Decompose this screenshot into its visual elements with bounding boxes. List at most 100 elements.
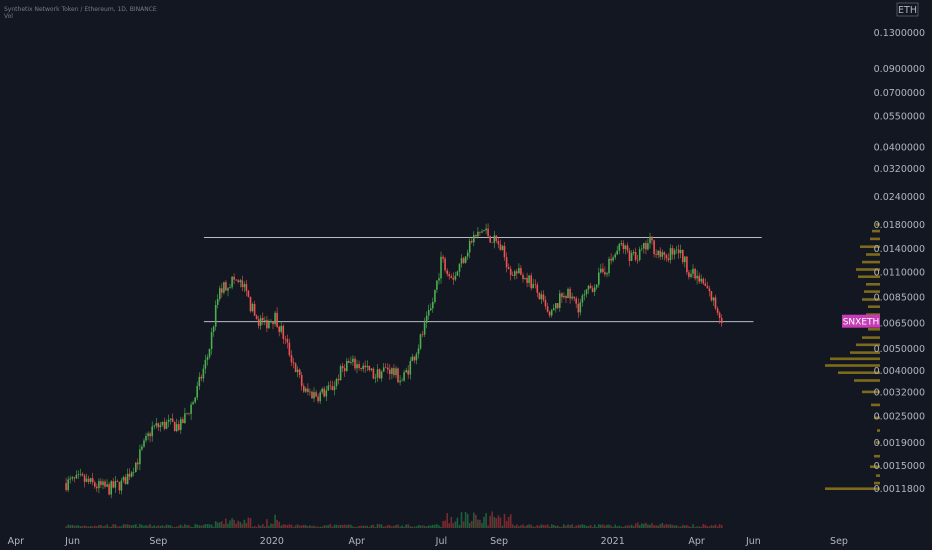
candle-body bbox=[315, 392, 317, 397]
candle-body bbox=[325, 390, 328, 397]
candle-body bbox=[573, 296, 575, 299]
candle-body bbox=[106, 484, 108, 487]
volume-bar bbox=[528, 524, 530, 528]
volume-bar bbox=[622, 526, 625, 528]
candle-body bbox=[143, 440, 145, 447]
candle-body bbox=[198, 376, 201, 386]
volume-bar bbox=[305, 525, 307, 528]
candle-body bbox=[216, 299, 219, 305]
candle-body bbox=[620, 243, 623, 245]
candle-body bbox=[458, 263, 461, 272]
volume-bar bbox=[530, 524, 532, 528]
candle-body bbox=[208, 349, 211, 358]
candle-body bbox=[245, 284, 248, 291]
candle-body bbox=[346, 361, 348, 371]
candle-body bbox=[593, 287, 596, 292]
candle-body bbox=[493, 235, 496, 243]
volume-bar bbox=[147, 525, 149, 528]
volume-bar bbox=[620, 526, 623, 528]
volume-bar bbox=[577, 524, 580, 528]
volume-bar bbox=[395, 525, 397, 528]
candle-body bbox=[471, 240, 473, 243]
candle-body bbox=[649, 236, 651, 244]
volume-bar bbox=[630, 524, 633, 528]
time-axis[interactable]: Apr Jun Sep 2020 Apr Jul Sep 2021 Apr Jun Sep bbox=[8, 536, 848, 547]
volume-bar bbox=[116, 526, 119, 528]
volume-bar bbox=[278, 521, 280, 528]
candle-body bbox=[718, 312, 721, 318]
volume-bar bbox=[89, 526, 92, 528]
volume-bar bbox=[573, 526, 575, 528]
candle-body bbox=[337, 379, 340, 381]
candle-body bbox=[130, 472, 133, 477]
volume-bar bbox=[595, 526, 598, 528]
candle-body bbox=[671, 248, 674, 255]
volume-profile-bar bbox=[825, 487, 880, 490]
candle-body bbox=[171, 418, 174, 422]
x-tick-label: Jun bbox=[64, 536, 80, 547]
volume-bar bbox=[514, 525, 516, 528]
candle-body bbox=[85, 478, 88, 482]
candle-body bbox=[706, 285, 709, 289]
candle-body bbox=[188, 413, 190, 414]
candle-body bbox=[206, 357, 209, 360]
volume-bar bbox=[712, 525, 715, 528]
candle-body bbox=[178, 424, 180, 430]
candle-body bbox=[303, 386, 305, 392]
candle-body bbox=[567, 288, 569, 298]
y-tick-label: 0.0065000 bbox=[874, 319, 925, 330]
candle-body bbox=[200, 376, 203, 379]
candle-body bbox=[397, 368, 399, 383]
volume-bar bbox=[180, 524, 182, 528]
volume-bar bbox=[632, 526, 635, 528]
candle-body bbox=[684, 256, 686, 263]
volume-bar bbox=[83, 525, 86, 528]
candle-body bbox=[241, 280, 244, 288]
volume-bar bbox=[661, 523, 664, 528]
volume-bar bbox=[608, 524, 610, 528]
volume-bar bbox=[579, 524, 582, 528]
candle-body bbox=[372, 368, 375, 379]
volume-profile-bar bbox=[860, 245, 880, 248]
candle-body bbox=[577, 303, 580, 313]
volume-bar bbox=[516, 524, 518, 528]
candle-body bbox=[362, 365, 364, 369]
candle-body bbox=[182, 419, 184, 423]
volume-bar bbox=[274, 514, 276, 528]
candle-body bbox=[552, 308, 555, 311]
volume-bar bbox=[145, 525, 147, 528]
candle-body bbox=[696, 275, 698, 279]
candle-body bbox=[612, 257, 614, 261]
volume-bar bbox=[526, 525, 528, 528]
volume-bar bbox=[75, 525, 78, 528]
candle-body bbox=[432, 302, 434, 309]
horizontal-levels[interactable] bbox=[203, 237, 762, 323]
volume-bar bbox=[243, 519, 246, 528]
volume-bar bbox=[124, 524, 127, 528]
candle-body bbox=[284, 338, 287, 340]
volume-bar bbox=[206, 524, 209, 528]
volume-bar bbox=[667, 524, 670, 528]
candle-body bbox=[167, 419, 170, 422]
volume-bar bbox=[69, 525, 71, 528]
candle-body bbox=[387, 367, 389, 370]
volume-bar bbox=[702, 524, 705, 528]
volume-bar bbox=[91, 526, 94, 528]
candle-body bbox=[67, 479, 69, 491]
candle-body bbox=[485, 228, 487, 231]
volume-bar bbox=[71, 524, 74, 528]
candle-body bbox=[108, 484, 110, 495]
candle-body bbox=[544, 300, 547, 307]
volume-bar bbox=[507, 516, 510, 528]
candle-body bbox=[110, 481, 112, 495]
volume-bar bbox=[655, 525, 657, 528]
candle-body bbox=[157, 423, 160, 428]
volume-bar bbox=[684, 525, 686, 528]
candle-body bbox=[71, 477, 74, 479]
candle-body bbox=[233, 276, 235, 280]
price-axis[interactable]: 0.1300000 0.0900000 0.0700000 0.0550000 0.04… bbox=[874, 28, 925, 495]
candle-body bbox=[399, 380, 401, 383]
volume-bar bbox=[280, 525, 282, 528]
candles[interactable] bbox=[65, 223, 723, 499]
